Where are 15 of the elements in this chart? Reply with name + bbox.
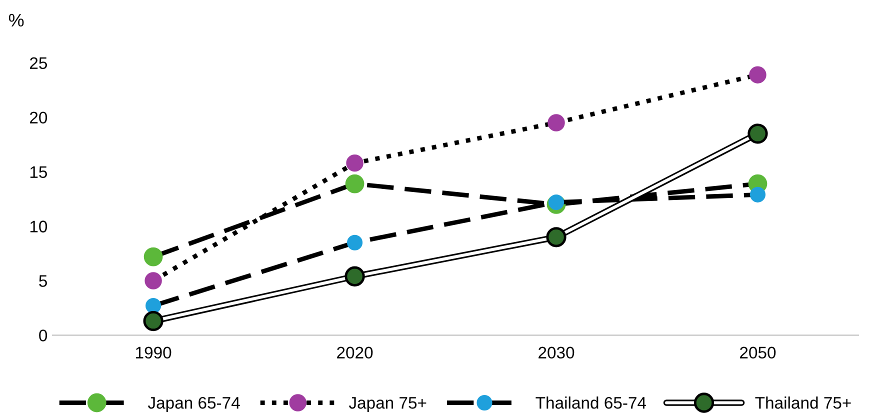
x-tick-label: 1990 <box>136 346 172 359</box>
x-tick-label: 2050 <box>740 346 776 359</box>
legend-label: Thailand 75+ <box>755 396 851 409</box>
y-axis-title: % <box>8 14 24 27</box>
y-tick-label: 5 <box>39 275 47 287</box>
y-tick-label: 15 <box>30 166 47 178</box>
y-tick-label: 20 <box>30 112 48 124</box>
legend-label: Thailand 65-74 <box>536 396 646 409</box>
legend-label: Japan 65-74 <box>148 396 240 412</box>
x-tick-label: 2020 <box>337 346 373 359</box>
x-tick-label: 2030 <box>538 346 574 359</box>
y-tick-label: 25 <box>30 57 47 70</box>
y-tick-label: 0 <box>39 330 48 342</box>
legend-label: Japan 75+ <box>348 397 426 412</box>
y-tick-label: 10 <box>30 220 48 232</box>
